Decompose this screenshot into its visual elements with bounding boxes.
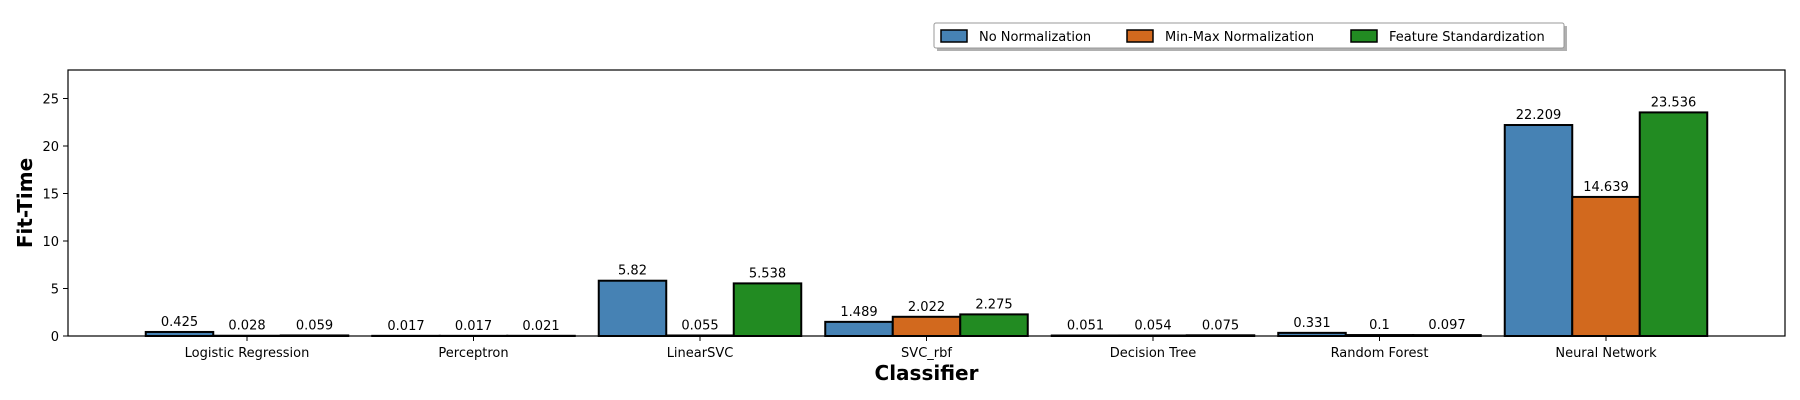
data-labels-layer: 0.425 0.028 0.059 0.017 0.017 0.021 5.82 0.055 5… (161, 95, 1696, 333)
x-tick-label: Logistic Regression (185, 346, 310, 361)
x-tick-label: LinearSVC (667, 346, 734, 361)
y-tick-label: 25 (42, 93, 59, 108)
y-axis-title: Fit-Time (13, 158, 37, 248)
bar (824, 320, 894, 337)
bar (1503, 124, 1574, 338)
x-axis-title: Classifier (875, 361, 979, 385)
bar-value-label: 14.639 (1583, 180, 1629, 195)
bar-value-label: 0.054 (1134, 318, 1171, 333)
legend-box (933, 22, 1565, 49)
x-tick-label: SVC_rbf (901, 346, 952, 361)
legend-label: Feature Standardization (1389, 30, 1545, 45)
legend: No Normalization Min-Max Normalization Fea… (933, 22, 1567, 51)
y-tick-label: 20 (42, 140, 59, 155)
y-axis: 0 5 10 15 20 25 (42, 93, 68, 345)
bar-value-label: 1.489 (840, 305, 877, 320)
bar-value-label: 0.075 (1202, 318, 1239, 333)
bars-layer (144, 111, 1709, 338)
x-tick-label: Neural Network (1555, 346, 1657, 361)
legend-swatch (1350, 29, 1378, 43)
bar-value-label: 0.1 (1369, 318, 1390, 333)
bar-value-label: 0.425 (161, 315, 198, 330)
legend-label: No Normalization (979, 30, 1091, 45)
bar-value-label: 0.059 (296, 318, 333, 333)
bar-value-label: 0.331 (1293, 316, 1330, 331)
bar-value-label: 0.017 (455, 319, 492, 334)
bar-value-label: 0.055 (681, 318, 718, 333)
x-tick-label: Random Forest (1331, 346, 1429, 361)
bar-value-label: 22.209 (1516, 108, 1562, 123)
bar-value-label: 23.536 (1651, 95, 1697, 110)
x-axis: Logistic Regression Perceptron LinearSVC SV… (185, 336, 1657, 361)
bar (1638, 111, 1709, 337)
legend-swatch (1126, 29, 1154, 43)
legend-swatch (940, 29, 968, 43)
y-tick-label: 0 (51, 330, 59, 345)
y-tick-label: 15 (42, 188, 59, 203)
bar-value-label: 0.017 (387, 319, 424, 334)
bar-value-label: 2.022 (908, 300, 945, 315)
bar-value-label: 2.275 (975, 297, 1012, 312)
legend-label: Min-Max Normalization (1165, 30, 1314, 45)
y-tick-label: 10 (42, 235, 59, 250)
bar (891, 315, 962, 337)
bar-value-label: 0.097 (1428, 318, 1465, 333)
bar (959, 313, 1029, 338)
bar-value-label: 0.028 (228, 319, 265, 334)
bar (597, 279, 668, 337)
bar-value-label: 5.538 (749, 266, 786, 281)
bar (144, 330, 215, 337)
bar-value-label: 0.021 (522, 319, 559, 334)
y-tick-label: 5 (51, 283, 59, 298)
bar (732, 282, 803, 338)
bar (1571, 195, 1641, 337)
x-tick-label: Perceptron (438, 346, 508, 361)
bar-value-label: 5.82 (618, 264, 647, 279)
bar-value-label: 0.051 (1067, 319, 1104, 334)
x-tick-label: Decision Tree (1110, 346, 1197, 361)
